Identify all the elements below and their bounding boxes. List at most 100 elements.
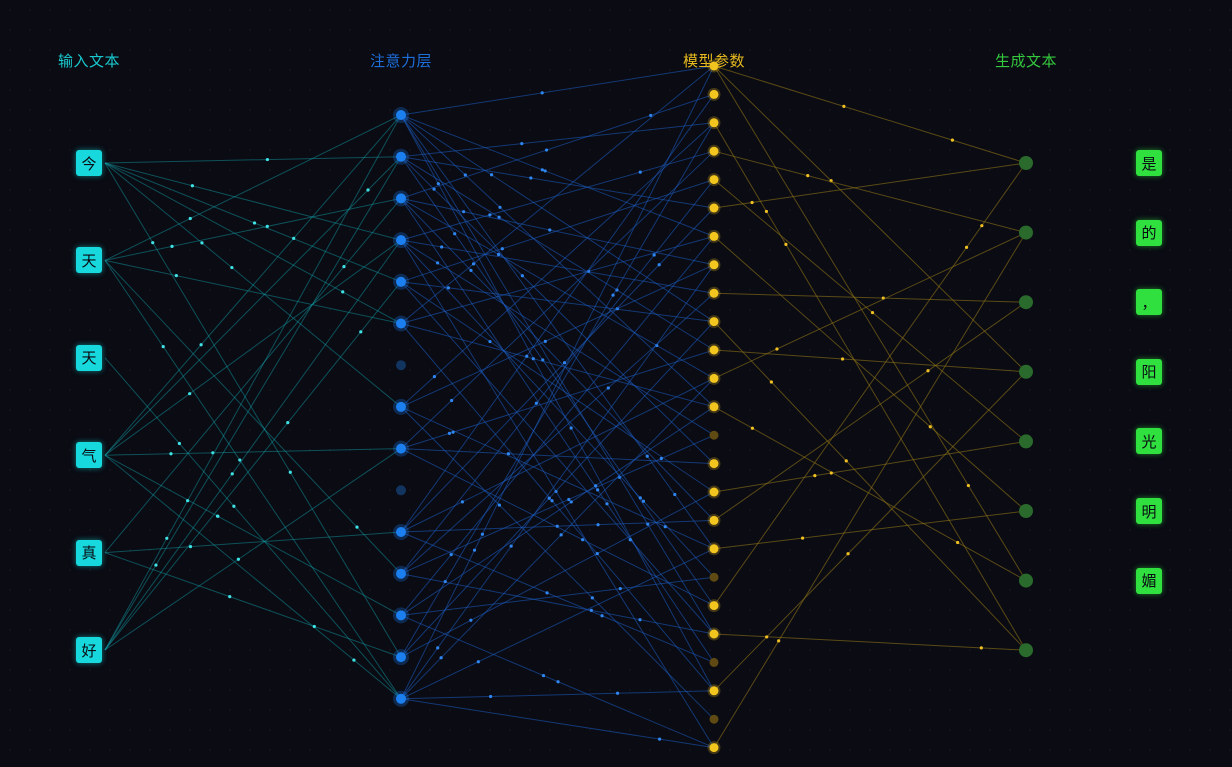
attention-column-title: 注意力层	[369, 52, 433, 70]
param-node	[709, 373, 719, 383]
param-node	[709, 260, 719, 270]
attention-param-link	[400, 122, 715, 158]
output-token: ，	[1136, 289, 1162, 316]
attention-node	[396, 151, 406, 162]
signal-particle	[190, 184, 194, 188]
attention-param-link	[400, 114, 715, 550]
input-attention-link	[104, 156, 402, 456]
param-node	[709, 317, 719, 327]
signal-particle	[806, 174, 810, 178]
param-output-link	[713, 162, 1027, 209]
output-token: 是	[1136, 150, 1162, 176]
signal-particle	[174, 274, 178, 278]
output-node	[1019, 643, 1033, 658]
param-output-link	[713, 321, 1027, 651]
signal-particle	[177, 441, 181, 446]
attention-param-link	[400, 548, 715, 700]
output-token: 媚	[1136, 567, 1162, 594]
input-attention-link	[104, 114, 402, 261]
input-attention-link	[104, 114, 402, 651]
signal-particle	[342, 265, 346, 269]
attention-node	[396, 652, 406, 663]
signal-particle	[615, 691, 620, 695]
output-column-title: 生成文本	[994, 52, 1058, 70]
attention-param-link	[400, 281, 715, 323]
output-token: 光	[1136, 428, 1162, 455]
signal-particle	[764, 209, 769, 214]
signal-particle	[509, 544, 513, 548]
signal-particle	[469, 268, 473, 272]
signal-particle	[540, 91, 544, 95]
attention-layer	[393, 107, 409, 707]
signal-particle	[500, 247, 504, 251]
signal-particle	[590, 596, 594, 600]
param-output-link	[713, 122, 1027, 651]
attention-param-link	[400, 239, 715, 578]
attention-param-link	[400, 239, 715, 436]
attention-param-link	[400, 150, 715, 449]
signal-particle	[769, 380, 773, 384]
signal-particle	[488, 339, 492, 344]
signal-particle	[529, 176, 533, 180]
signal-particle	[611, 293, 615, 297]
signal-particle	[600, 614, 604, 618]
signal-particle	[641, 499, 646, 503]
attention-node	[396, 401, 406, 412]
attention-param-link	[400, 292, 715, 575]
signal-particle	[520, 142, 524, 146]
output-node-layer	[1019, 156, 1033, 658]
signal-particle	[638, 496, 642, 500]
signal-particle	[312, 624, 316, 629]
signal-particle	[813, 474, 817, 478]
param-node	[709, 288, 719, 298]
signal-particle	[567, 497, 571, 502]
signal-particle	[595, 551, 599, 556]
param-output-link	[713, 65, 1027, 164]
attention-param-link	[400, 491, 715, 658]
signal-particle	[775, 347, 779, 351]
output-node	[1019, 156, 1033, 170]
attention-param-link	[400, 406, 715, 616]
signal-particle	[618, 587, 622, 591]
signal-particle	[659, 456, 663, 461]
signal-particle	[439, 656, 443, 660]
signal-particle	[966, 483, 970, 488]
input-attention-link	[104, 156, 402, 164]
signal-particle	[606, 386, 610, 390]
signal-particle	[188, 216, 192, 221]
input-attention-link	[104, 114, 402, 456]
signal-particle	[469, 618, 473, 622]
attention-param-link	[400, 65, 715, 700]
signal-particle	[548, 228, 552, 232]
input-attention-link	[104, 162, 402, 324]
param-output-link	[713, 179, 1027, 442]
param-node	[709, 686, 719, 696]
input-attention-link	[104, 260, 402, 575]
input-attention-link	[104, 552, 402, 658]
signal-particle	[569, 500, 573, 504]
signal-particle	[842, 104, 846, 108]
attention-param-link	[400, 114, 715, 692]
attention-param-link	[400, 576, 715, 616]
param-node	[709, 231, 719, 241]
signal-particle	[750, 200, 754, 205]
signal-particle	[446, 286, 450, 290]
attention-param-link	[400, 239, 715, 294]
signal-particle	[496, 252, 501, 257]
param-output-link	[713, 232, 1027, 379]
input-token: 真	[76, 539, 102, 566]
signal-particle	[594, 484, 598, 488]
signal-particle	[489, 173, 494, 177]
input-token: 气	[76, 442, 102, 469]
signal-particle	[432, 374, 437, 379]
attention-param-link	[400, 321, 715, 658]
signal-particle	[980, 224, 984, 228]
attention-param-link	[400, 114, 715, 323]
input-column-title: 输入文本	[57, 52, 121, 70]
param-node	[709, 89, 719, 99]
input-token: 今	[76, 150, 102, 176]
signal-particle	[950, 138, 955, 142]
attention-param-link	[400, 406, 715, 550]
attention-param-link	[400, 531, 715, 663]
attention-node	[396, 568, 406, 579]
